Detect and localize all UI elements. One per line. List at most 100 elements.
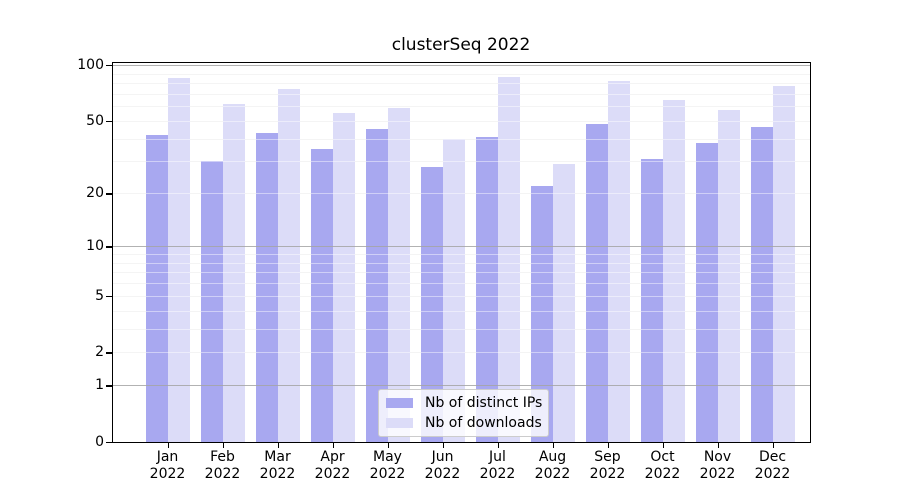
x-tick-label: Oct 2022 (633, 449, 693, 483)
minor-gridline-overlay (112, 310, 810, 312)
x-tick-label: Feb 2022 (193, 449, 253, 483)
y-tick-label: 0 (95, 434, 104, 450)
y-tick-mark (106, 385, 112, 387)
y-tick-mark (106, 193, 112, 195)
bar-feb-distinct-ips (200, 161, 223, 442)
minor-gridline-overlay (112, 295, 810, 297)
y-tick-mark (106, 65, 112, 67)
axis-spine-left (112, 62, 114, 444)
bar-sep-distinct-ips (585, 124, 608, 442)
minor-gridline-overlay (112, 352, 810, 354)
bar-jul-downloads (497, 77, 520, 442)
x-tick-mark (772, 443, 774, 449)
x-tick-month: Aug (538, 449, 567, 465)
x-tick-year: 2022 (424, 466, 461, 482)
x-tick-month: Jul (489, 449, 506, 465)
minor-gridline-overlay (112, 272, 810, 274)
legend-item-downloads: Nb of downloads (386, 415, 548, 431)
minor-gridline-overlay (112, 161, 810, 163)
bar-jun-downloads (442, 138, 465, 442)
y-tick-mark (106, 352, 112, 354)
bar-aug-downloads (552, 164, 575, 442)
bar-mar-distinct-ips (255, 132, 278, 442)
x-tick-mark (607, 443, 609, 449)
minor-gridline (112, 106, 810, 108)
x-tick-month: May (373, 449, 402, 465)
x-tick-year: 2022 (589, 466, 626, 482)
minor-gridline (112, 93, 810, 95)
bar-aug-distinct-ips (530, 185, 553, 442)
minor-gridline (112, 83, 810, 85)
chart-title: clusterSeq 2022 (391, 35, 531, 55)
x-tick-mark (442, 443, 444, 449)
y-tick-label: 1 (95, 377, 104, 394)
x-tick-label: Apr 2022 (303, 449, 363, 483)
legend-swatch-downloads (386, 418, 413, 428)
major-gridline (112, 385, 810, 387)
x-tick-year: 2022 (644, 466, 681, 482)
legend-label-downloads: Nb of downloads (425, 415, 542, 431)
minor-gridline-overlay (112, 193, 810, 195)
y-tick-label: 2 (95, 344, 104, 361)
x-tick-month: Oct (650, 449, 675, 465)
bar-apr-downloads (332, 113, 355, 442)
legend: Nb of distinct IPs Nb of downloads (378, 389, 549, 437)
x-tick-month: Feb (210, 449, 235, 465)
x-tick-mark (277, 443, 279, 449)
minor-gridline-overlay (112, 106, 810, 108)
y-tick-mark (106, 120, 112, 123)
y-tick-label: 20 (86, 185, 104, 202)
x-tick-label: Mar 2022 (248, 449, 308, 483)
x-tick-mark (387, 443, 389, 449)
bar-jun-distinct-ips (420, 166, 443, 442)
bar-dec-distinct-ips (750, 127, 773, 442)
x-tick-mark (332, 443, 334, 449)
x-tick-month: Jun (431, 449, 454, 465)
bar-nov-downloads (717, 110, 740, 442)
x-tick-label: Jul 2022 (468, 449, 528, 483)
x-tick-label: Dec 2022 (743, 449, 803, 483)
x-tick-label: Nov 2022 (688, 449, 748, 483)
minor-gridline-overlay (112, 283, 810, 285)
bar-apr-distinct-ips (310, 149, 333, 442)
x-tick-mark (552, 443, 554, 449)
x-tick-label: Sep 2022 (578, 449, 638, 483)
major-gridline (112, 65, 810, 66)
x-tick-month: Apr (320, 449, 345, 465)
bar-may-distinct-ips (365, 129, 388, 442)
x-tick-month: Nov (703, 449, 732, 465)
x-tick-year: 2022 (204, 466, 241, 482)
y-tick-label: 10 (86, 238, 104, 255)
bar-oct-distinct-ips (640, 158, 663, 442)
bar-feb-downloads (222, 103, 245, 442)
minor-gridline-overlay (112, 138, 810, 140)
bar-jan-distinct-ips (145, 134, 168, 442)
major-gridline (112, 246, 810, 248)
x-tick-month: Mar (264, 449, 291, 465)
bar-may-downloads (387, 107, 410, 442)
x-tick-year: 2022 (479, 466, 516, 482)
bar-jul-distinct-ips (475, 136, 498, 442)
minor-gridline-overlay (112, 328, 810, 330)
y-tick-mark (106, 442, 112, 444)
x-tick-year: 2022 (699, 466, 736, 482)
x-tick-mark (662, 443, 664, 449)
x-tick-year: 2022 (259, 466, 296, 482)
x-tick-mark (717, 443, 719, 449)
x-tick-month: Dec (758, 449, 787, 465)
x-tick-year: 2022 (534, 466, 571, 482)
minor-gridline-overlay (112, 73, 810, 75)
axis-spine-right (810, 62, 812, 444)
bar-nov-distinct-ips (695, 142, 718, 442)
x-tick-label: Jun 2022 (413, 449, 473, 483)
minor-gridline (112, 73, 810, 75)
x-tick-year: 2022 (369, 466, 406, 482)
minor-gridline (112, 120, 810, 122)
x-tick-label: Jan 2022 (138, 449, 198, 483)
x-tick-year: 2022 (314, 466, 351, 482)
y-tick-label: 50 (86, 112, 104, 129)
axis-spine-bottom (112, 442, 812, 444)
x-tick-mark (167, 443, 169, 449)
x-tick-month: Jan (156, 449, 179, 465)
